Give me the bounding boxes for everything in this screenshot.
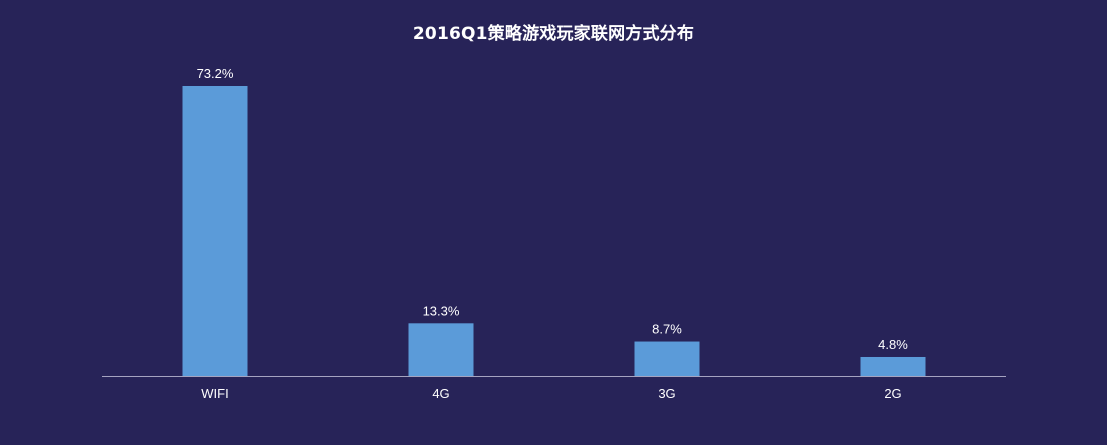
x-tick-label-3g: 3G <box>658 386 675 401</box>
x-tick-label-4g: 4G <box>432 386 449 401</box>
bar-3g <box>634 341 700 376</box>
x-tick-label-2g: 2G <box>884 386 901 401</box>
bar-wifi <box>182 86 248 376</box>
data-label-4g: 13.3% <box>423 303 460 318</box>
data-label-2g: 4.8% <box>878 337 908 352</box>
bar-4g <box>408 323 474 376</box>
x-tick-label-wifi: WIFI <box>201 386 228 401</box>
data-label-wifi: 73.2% <box>197 66 234 81</box>
chart-title: 2016Q1策略游戏玩家联网方式分布 <box>412 24 695 44</box>
bar-2g <box>860 356 926 376</box>
data-label-3g: 8.7% <box>652 322 682 337</box>
